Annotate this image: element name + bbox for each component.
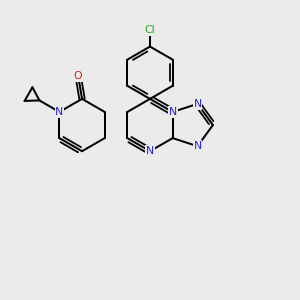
Text: N: N (169, 107, 177, 117)
Text: N: N (194, 99, 202, 109)
Text: Cl: Cl (145, 26, 155, 35)
Text: N: N (55, 107, 64, 117)
Text: N: N (194, 141, 202, 151)
Text: O: O (74, 71, 82, 81)
Text: N: N (146, 146, 154, 156)
